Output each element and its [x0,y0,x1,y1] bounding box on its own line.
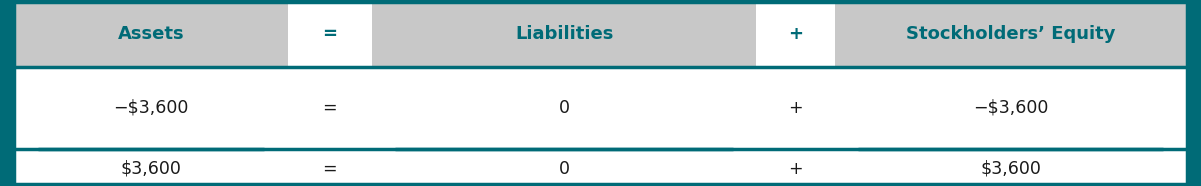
Text: +: + [788,25,803,44]
Text: +: + [788,99,803,117]
Bar [287,2,372,67]
Text: =: = [322,25,337,44]
Bar [14,67,1187,184]
Text: Stockholders’ Equity: Stockholders’ Equity [906,25,1116,44]
Bar [372,2,757,67]
Bar [835,2,1187,67]
Text: 0: 0 [558,160,569,178]
Text: Liabilities: Liabilities [515,25,614,44]
Text: −$3,600: −$3,600 [113,99,189,117]
Text: $3,600: $3,600 [980,160,1041,178]
Text: Assets: Assets [118,25,184,44]
Text: +: + [788,160,803,178]
Bar [14,2,287,67]
Text: =: = [322,160,337,178]
Text: 0: 0 [558,99,569,117]
Text: =: = [322,99,337,117]
Text: −$3,600: −$3,600 [973,99,1048,117]
Bar [757,2,835,67]
Text: $3,600: $3,600 [120,160,181,178]
